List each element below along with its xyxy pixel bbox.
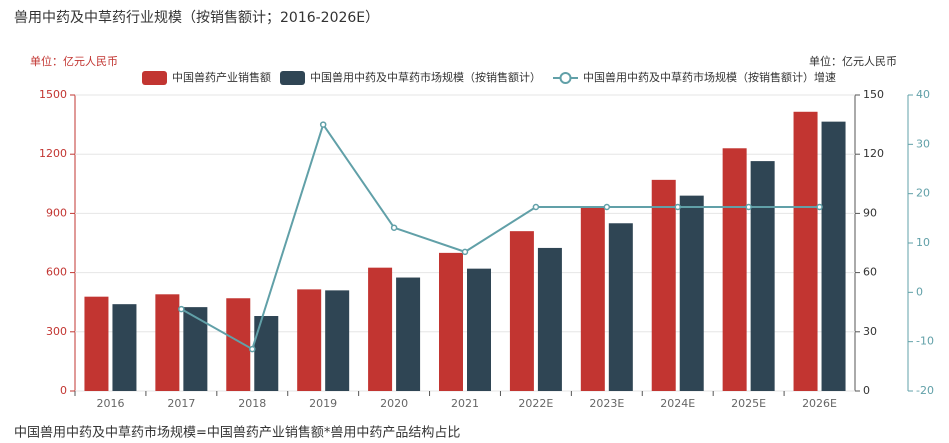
y2-unit-label: 单位：亿元人民币 <box>809 54 897 68</box>
y3-tick-label: 30 <box>916 137 930 150</box>
bar <box>112 304 137 391</box>
y-tick-label: 1500 <box>39 88 67 101</box>
legend-swatch <box>559 72 572 84</box>
bar <box>439 252 463 391</box>
line-point <box>603 203 611 211</box>
x-tick-label: 2024E <box>660 397 695 410</box>
bar <box>467 268 491 391</box>
x-tick-label: 2025E <box>731 397 766 410</box>
y3-tick-label: 20 <box>916 187 930 200</box>
bar <box>226 298 251 391</box>
bar <box>793 111 818 392</box>
line-point <box>461 248 469 256</box>
y3-tick-label: 10 <box>916 236 930 249</box>
line-point <box>319 121 327 128</box>
y3-tick-label: -20 <box>916 384 934 397</box>
legend-swatch <box>280 71 305 85</box>
x-tick-label: 2026E <box>802 397 837 410</box>
y-unit-label: 单位：亿元人民币 <box>30 54 118 68</box>
legend-label: 中国兽用中药及中草药市场规模（按销售额计）增速 <box>583 70 836 84</box>
x-tick-label: 2017 <box>167 397 195 410</box>
line-point <box>390 224 398 231</box>
bar <box>155 294 180 391</box>
x-tick-label: 2022E <box>518 397 553 410</box>
y-tick-label: 600 <box>46 266 67 279</box>
y2-tick-label: 150 <box>863 88 884 101</box>
bar <box>537 247 562 391</box>
y3-tick-label: 0 <box>916 285 923 298</box>
bar <box>509 231 534 391</box>
legend-swatch <box>142 71 167 85</box>
y2-tick-label: 90 <box>863 206 877 219</box>
bar <box>396 277 421 391</box>
bar <box>325 290 350 391</box>
bar <box>821 121 846 391</box>
bar <box>368 267 393 391</box>
y3-tick-label: -10 <box>916 335 934 348</box>
y2-tick-label: 60 <box>863 266 877 279</box>
x-tick-label: 2020 <box>380 397 408 410</box>
bar <box>254 316 279 391</box>
y2-tick-label: 120 <box>863 147 884 160</box>
line-point <box>532 203 540 211</box>
bar <box>608 223 633 391</box>
line-point <box>249 345 256 353</box>
line-point <box>816 203 823 211</box>
x-tick-label: 2023E <box>589 397 624 410</box>
bar <box>183 307 208 391</box>
legend-label: 中国兽药产业销售额 <box>172 70 271 84</box>
y-tick-label: 900 <box>46 206 67 219</box>
bar <box>722 148 747 391</box>
bar <box>580 206 605 391</box>
x-tick-label: 2021 <box>451 397 479 410</box>
line-point <box>745 203 752 211</box>
bar <box>651 179 676 391</box>
y-tick-label: 1200 <box>39 147 67 160</box>
line-point <box>674 203 681 211</box>
y2-tick-label: 30 <box>863 325 877 338</box>
y2-tick-label: 0 <box>863 384 870 397</box>
note: 中国兽用中药及中草药市场规模=中国兽药产业销售额*兽用中药产品结构占比 <box>14 425 460 441</box>
bar <box>679 195 704 391</box>
line <box>180 122 820 351</box>
bar <box>297 289 322 391</box>
legend-label: 中国兽用中药及中草药市场规模（按销售额计） <box>310 70 541 84</box>
line-point <box>178 305 185 313</box>
x-tick-label: 2019 <box>309 397 337 410</box>
bar <box>84 296 109 391</box>
y-tick-label: 300 <box>46 325 67 338</box>
x-tick-label: 2016 <box>96 397 124 410</box>
y-tick-label: 0 <box>60 384 67 397</box>
chart-title: 兽用中药及中草药行业规模（按销售额计；2016-2026E） <box>14 10 379 26</box>
y3-tick-label: 40 <box>916 88 930 101</box>
x-tick-label: 2018 <box>238 397 266 410</box>
bar <box>750 161 775 391</box>
